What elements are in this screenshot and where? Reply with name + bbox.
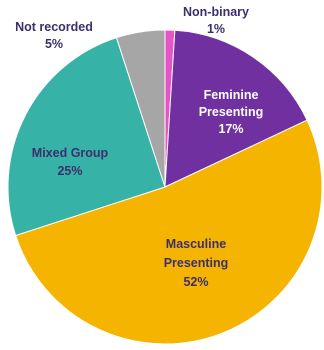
slice-label-non-binary: Non-binary 1% [183, 5, 249, 36]
slice-name-mixed-group: Mixed Group [32, 146, 109, 160]
pie-slice-masculine-presenting [15, 119, 323, 345]
pie-slice-mixed-group [7, 37, 166, 237]
slice-label-mixed-group: Mixed Group 25% [32, 146, 109, 178]
slice-name-masculine-presenting: Masculine [166, 237, 226, 251]
slice-name-masculine-presenting: Presenting [164, 256, 229, 270]
slice-label-feminine-presenting: Feminine Presenting 17% [199, 88, 264, 136]
slice-label-masculine-presenting: Masculine Presenting 52% [164, 237, 229, 289]
slice-percent-non-binary: 1% [207, 22, 225, 36]
pie-slice-not-recorded [115, 29, 166, 188]
slice-percent-masculine-presenting: 52% [183, 275, 208, 289]
slice-label-not-recorded: Not recorded 5% [15, 20, 93, 51]
slice-percent-not-recorded: 5% [45, 37, 63, 51]
slice-name-feminine-presenting: Presenting [199, 105, 264, 119]
slice-percent-mixed-group: 25% [57, 164, 82, 178]
slice-percent-feminine-presenting: 17% [218, 122, 243, 136]
pie-labels: Non-binary 1% Feminine Presenting 17% Masculi… [15, 5, 263, 289]
slice-name-non-binary: Non-binary [183, 5, 249, 19]
slice-name-feminine-presenting: Feminine [204, 88, 259, 102]
pie-slices [7, 29, 323, 345]
slice-name-not-recorded: Not recorded [15, 20, 93, 34]
pie-slice-feminine-presenting [164, 29, 308, 188]
